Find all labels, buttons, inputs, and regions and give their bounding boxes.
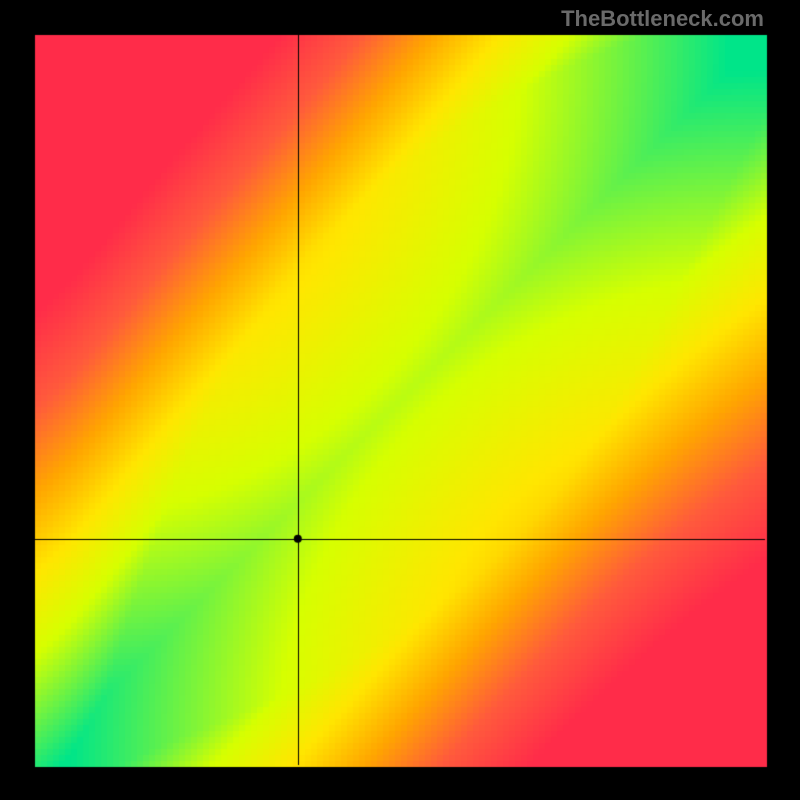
chart-container: TheBottleneck.com	[0, 0, 800, 800]
watermark-text: TheBottleneck.com	[561, 6, 764, 32]
bottleneck-heatmap-canvas	[0, 0, 800, 800]
